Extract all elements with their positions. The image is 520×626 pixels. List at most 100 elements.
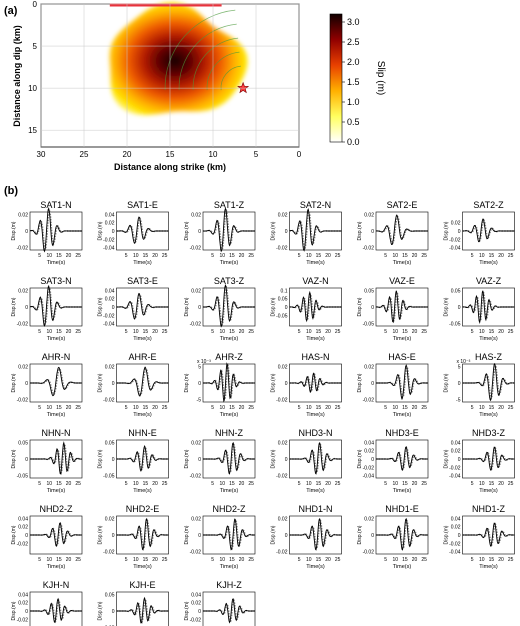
station-subplot: KJH-Z0.040.020-0.02Disp.(m)510152025Time… — [184, 580, 256, 626]
station-title: HAS-E — [388, 352, 416, 362]
x-axis-label: Time(s) — [393, 412, 412, 418]
x-tick-label: 15 — [489, 329, 495, 335]
x-tick-label: 5 — [211, 329, 214, 335]
x-tick-label: 5 — [384, 481, 387, 487]
observed-waveform — [30, 441, 83, 475]
colorbar-tick-label: 1.0 — [347, 97, 360, 107]
x-tick-label: 15 — [229, 405, 235, 411]
x-tick-label: 10 — [479, 481, 485, 487]
x-tick-label: 15 — [489, 253, 495, 259]
x-tick-label: 15 — [316, 329, 322, 335]
y-tick-label: -0.02 — [363, 398, 375, 404]
y-tick-label: 0.05 — [105, 440, 115, 446]
y-tick-label: 0 — [371, 381, 374, 387]
x-tick-label: 20 — [152, 329, 158, 335]
synthetic-waveform — [376, 366, 428, 398]
x-tick-label: 15 — [143, 481, 149, 487]
x-tick-label: 10 — [392, 329, 398, 335]
y-tick-label: 0 — [198, 457, 201, 463]
observed-waveform — [376, 517, 428, 551]
x-tick-label: 20 — [152, 405, 158, 411]
x-tick-label: 5 — [125, 481, 128, 487]
x-axis-label: Time(s) — [47, 336, 66, 342]
synthetic-waveform — [462, 218, 515, 243]
observed-waveform — [203, 441, 255, 475]
x-axis-label: Time(s) — [133, 488, 152, 494]
y-tick-label: 0 — [25, 305, 28, 311]
y-tick-label: 0.02 — [105, 221, 115, 227]
rupture-time-contour — [178, 23, 237, 91]
y-tick-label: -0.04 — [363, 474, 375, 480]
station-title: AHR-N — [42, 352, 71, 362]
x-tick-label: 15 — [143, 557, 149, 563]
observed-waveform — [376, 446, 428, 471]
x-tick-label: 20 — [412, 481, 418, 487]
x-tick-label: 10 — [392, 557, 398, 563]
y-tick-label: 0.02 — [105, 297, 115, 303]
colorbar-tick-label: 3.0 — [347, 17, 360, 27]
x-tick-label: 15 — [229, 253, 235, 259]
station-subplot: HAS-N 0.02 0 -0.02 Disp.(m) 5 10 15 20 25 Time(s) — [271, 352, 342, 418]
station-subplot: NHD2-E 0.02 0 -0.02 Disp.(m) 5 10 15 20 25 Time(s) — [98, 504, 169, 570]
y-tick-label: 0 — [112, 305, 115, 311]
rupture-time-contour — [220, 65, 241, 91]
y-tick-label: 0.02 — [105, 516, 115, 522]
x-tick-label: 20 — [412, 557, 418, 563]
x-tick-label: 5 — [384, 405, 387, 411]
y-tick-label: -0.02 — [363, 465, 375, 471]
x-tick-label: 20 — [152, 481, 158, 487]
station-title: NHN-N — [42, 428, 71, 438]
x-tick-label: 25 — [508, 329, 514, 335]
x-tick-label: 25 — [335, 329, 341, 335]
x-tick-label: 10 — [219, 557, 225, 563]
slip-map-xlabel: Distance along strike (km) — [114, 162, 226, 172]
x-tick-label: 5 — [125, 253, 128, 259]
y-axis-label: Disp.(m) — [11, 297, 17, 316]
observed-waveform — [289, 207, 342, 252]
x-tick-label: 15 — [402, 405, 408, 411]
observed-waveform — [376, 290, 428, 323]
station-subplot: HAS-Z 5 0 -5 x 10⁻³ Disp.(m) 5 10 15 20 25 Time(s) — [444, 352, 515, 418]
y-axis-label: Disp.(m) — [444, 373, 450, 392]
observed-waveform — [203, 598, 255, 624]
x-tick-label: 15 — [316, 253, 322, 259]
observed-waveform — [203, 362, 255, 403]
x-tick-label: 10 — [479, 557, 485, 563]
y-tick-label: 0.02 — [451, 449, 461, 455]
station-title: HAS-Z — [475, 352, 503, 362]
station-title: NHN-E — [128, 428, 157, 438]
observed-waveform — [289, 372, 342, 393]
x-tick-label: 10 — [219, 253, 225, 259]
x-tick-label: 25 — [75, 405, 81, 411]
x-tick-label: 15 — [316, 481, 322, 487]
x-tick-label: 25 — [75, 329, 81, 335]
y-tick-label: 10 — [28, 84, 37, 93]
y-tick-label: 0.05 — [364, 288, 374, 294]
y-tick-label: -0.02 — [103, 550, 115, 556]
station-title: NHD3-Z — [472, 428, 506, 438]
y-tick-label: 0.02 — [364, 449, 374, 455]
y-tick-label: 0.1 — [281, 288, 288, 294]
x-axis-label: Time(s) — [133, 336, 152, 342]
y-tick-label: -0.04 — [449, 474, 461, 480]
y-tick-label: 0.02 — [191, 288, 201, 294]
x-axis-label: Time(s) — [306, 564, 325, 570]
x-tick-label: 5 — [38, 481, 41, 487]
station-title: NHD2-Z — [40, 504, 74, 514]
x-tick-label: 10 — [392, 253, 398, 259]
synthetic-waveform — [29, 286, 82, 326]
y-tick-label: -0.02 — [276, 550, 288, 556]
y-axis-label: Disp.(m) — [271, 449, 277, 468]
x-axis-label: Time(s) — [220, 564, 239, 570]
y-axis-label: Disp.(m) — [184, 221, 190, 240]
x-axis-label: Time(s) — [306, 336, 325, 342]
y-axis-label: Disp.(m) — [184, 601, 190, 620]
x-tick-label: 30 — [37, 150, 46, 159]
x-tick-label: 10 — [306, 329, 312, 335]
